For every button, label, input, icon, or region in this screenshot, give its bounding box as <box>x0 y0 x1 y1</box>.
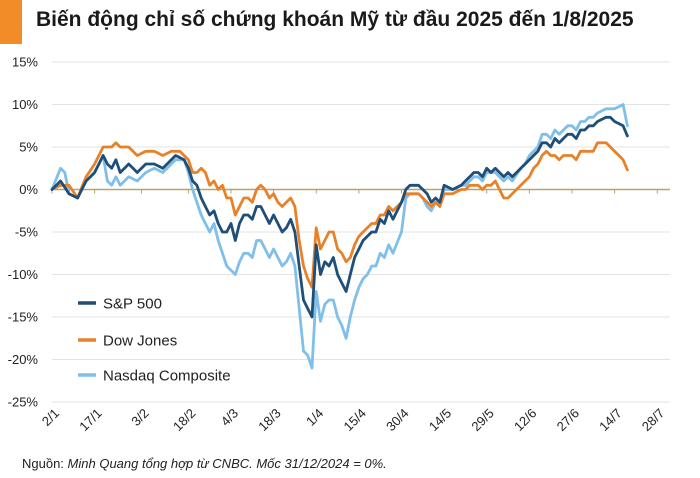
x-tick-label: 27/6 <box>554 406 583 435</box>
title-accent-bar <box>0 0 22 44</box>
source-note: Nguồn: Minh Quang tổng hợp từ CNBC. Mốc … <box>22 456 387 471</box>
x-tick-label: 28/7 <box>639 406 668 435</box>
series-line <box>50 103 629 370</box>
x-tick-label: 14/7 <box>596 406 625 435</box>
x-tick-label: 3/2 <box>128 406 151 429</box>
x-tick-label: 18/3 <box>255 406 284 435</box>
x-tick-label: 15/4 <box>340 406 369 435</box>
y-tick-label: -15% <box>8 310 39 325</box>
x-tick-label: 30/4 <box>383 406 412 435</box>
series-line <box>50 141 629 289</box>
x-tick-label: 17/1 <box>76 406 105 435</box>
y-tick-label: 5% <box>19 140 38 155</box>
source-prefix: Nguồn: <box>22 456 68 471</box>
x-tick-label: 1/4 <box>303 406 326 429</box>
x-tick-label: 29/5 <box>468 406 497 435</box>
y-tick-label: 0% <box>19 182 38 197</box>
y-tick-label: -5% <box>15 225 39 240</box>
x-tick-label: 2/1 <box>39 406 62 429</box>
gridlines <box>52 61 670 403</box>
chart-title: Biến động chỉ số chứng khoán Mỹ từ đầu 2… <box>36 8 634 31</box>
y-tick-label: -20% <box>8 352 39 367</box>
x-tick-label: 4/3 <box>218 406 241 429</box>
series-line <box>50 115 629 319</box>
y-tick-label: -10% <box>8 267 39 282</box>
y-tick-label: 10% <box>12 97 38 112</box>
x-tick-label: 12/6 <box>511 406 540 435</box>
series-lines <box>50 103 629 370</box>
y-axis: 15% 10% 5% 0% -5% -10% -15% -20% -25% <box>8 55 39 410</box>
source-text: Minh Quang tổng hợp từ CNBC. Mốc 31/12/2… <box>67 456 387 471</box>
legend: S&P 500 Dow Jones Nasdaq Composite <box>78 296 231 385</box>
legend-label: S&P 500 <box>103 296 162 313</box>
legend-label: Dow Jones <box>103 333 177 350</box>
x-tick-label: 18/2 <box>170 406 199 435</box>
y-tick-label: 15% <box>12 55 38 70</box>
x-tick-label: 14/5 <box>426 406 455 435</box>
legend-label: Nasdaq Composite <box>103 368 231 385</box>
y-tick-label: -25% <box>8 395 39 410</box>
